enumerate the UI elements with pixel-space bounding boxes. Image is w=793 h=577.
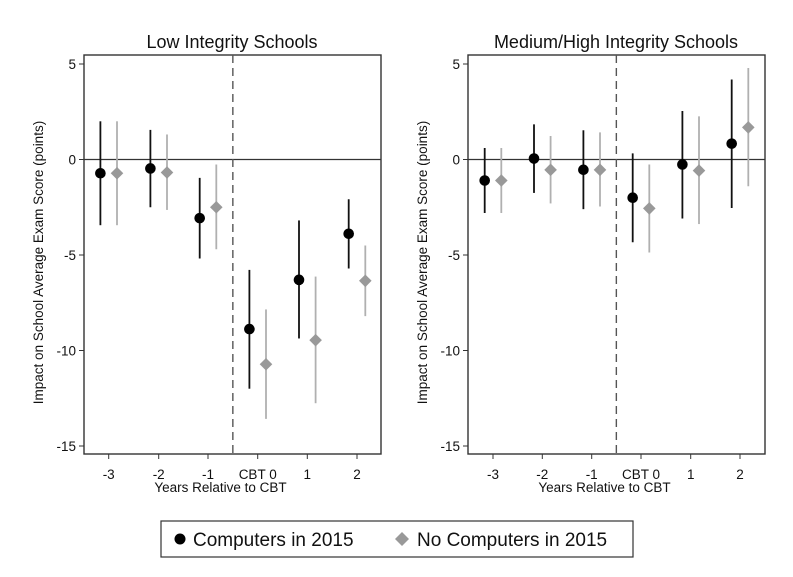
y-tick-label: -10 (56, 344, 76, 359)
point-no-computers-2015 (643, 202, 656, 215)
point-computers-2015 (578, 164, 589, 176)
legend-marker-diamond (395, 532, 409, 546)
x-tick-label: -3 (487, 467, 499, 482)
y-tick-label: 5 (68, 57, 76, 72)
panel-low-integrity: Low Integrity Schools 5 0 -5 -10 -15 -3 -2 -1 CBT… (31, 32, 382, 495)
y-axis-label: Impact on School Average Exam Score (poi… (415, 121, 430, 404)
x-tick-label: -2 (536, 467, 548, 482)
point-computers-2015 (95, 167, 106, 179)
y-tick-label: 0 (452, 153, 460, 168)
point-no-computers-2015 (309, 333, 322, 347)
point-no-computers-2015 (110, 166, 124, 180)
point-computers-2015 (244, 323, 255, 335)
x-tick-label: 2 (353, 467, 361, 482)
legend-label-computers: Computers in 2015 (193, 530, 354, 551)
legend-marker-circle (174, 533, 186, 545)
point-computers-2015 (479, 175, 491, 186)
point-computers-2015 (194, 212, 205, 224)
x-tick-label: CBT 0 (239, 467, 277, 482)
y-tick-label: 0 (68, 153, 76, 168)
y-tick-label: -5 (64, 248, 76, 263)
x-tick-label: -2 (153, 467, 165, 482)
chart-title: Low Integrity Schools (146, 32, 317, 52)
point-computers-2015 (677, 159, 688, 170)
x-tick-label: -3 (103, 467, 115, 482)
x-tick-label: -1 (586, 467, 598, 482)
point-no-computers-2015 (742, 121, 755, 134)
point-no-computers-2015 (692, 164, 706, 177)
y-tick-label: -5 (448, 248, 460, 263)
point-no-computers-2015 (359, 274, 372, 288)
point-computers-2015 (528, 153, 540, 164)
y-tick-label: -15 (56, 439, 76, 454)
x-tick-label: 1 (687, 467, 695, 482)
x-tick-label: -1 (202, 467, 214, 482)
point-computers-2015 (343, 228, 355, 240)
point-no-computers-2015 (593, 163, 607, 177)
point-computers-2015 (726, 138, 737, 149)
x-axis-label: Years Relative to CBT (538, 480, 670, 495)
panel-medium-high-integrity: Medium/High Integrity Schools 5 0 -5 -10 -15 -… (415, 32, 766, 495)
chart-title: Medium/High Integrity Schools (494, 32, 738, 52)
x-tick-label: CBT 0 (622, 467, 660, 482)
point-no-computers-2015 (210, 200, 223, 214)
point-no-computers-2015 (544, 163, 557, 177)
point-no-computers-2015 (259, 357, 273, 371)
point-computers-2015 (145, 163, 156, 174)
point-no-computers-2015 (495, 174, 508, 187)
point-no-computers-2015 (160, 166, 174, 179)
x-axis-label: Years Relative to CBT (154, 480, 286, 495)
point-computers-2015 (627, 192, 638, 203)
x-tick-label: 1 (304, 467, 312, 482)
y-tick-label: -10 (440, 344, 460, 359)
y-tick-label: -15 (440, 439, 460, 454)
legend-label-no-computers: No Computers in 2015 (417, 530, 607, 551)
y-tick-label: 5 (452, 57, 460, 72)
point-computers-2015 (293, 274, 305, 286)
x-tick-label: 2 (736, 467, 744, 482)
legend: Computers in 2015 No Computers in 2015 (160, 520, 634, 558)
y-axis-label: Impact on School Average Exam Score (poi… (31, 121, 46, 404)
